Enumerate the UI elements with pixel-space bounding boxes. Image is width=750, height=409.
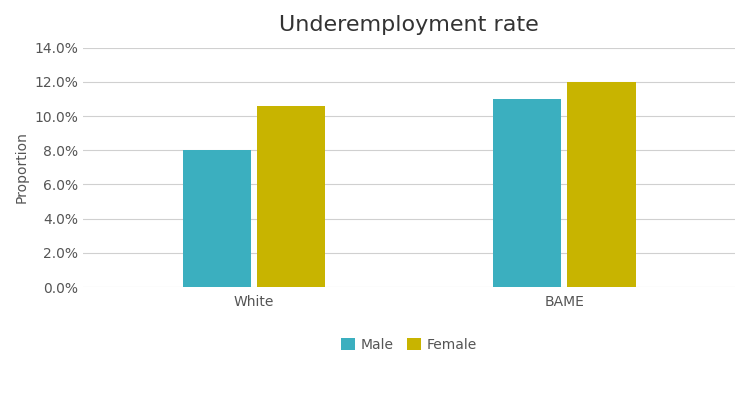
Bar	[182, 150, 250, 287]
Bar	[568, 82, 636, 287]
Y-axis label: Proportion: Proportion	[15, 131, 29, 203]
Bar	[257, 106, 326, 287]
Title: Underemployment rate: Underemployment rate	[279, 15, 539, 35]
Legend: Male, Female: Male, Female	[335, 332, 483, 357]
Bar	[493, 99, 561, 287]
